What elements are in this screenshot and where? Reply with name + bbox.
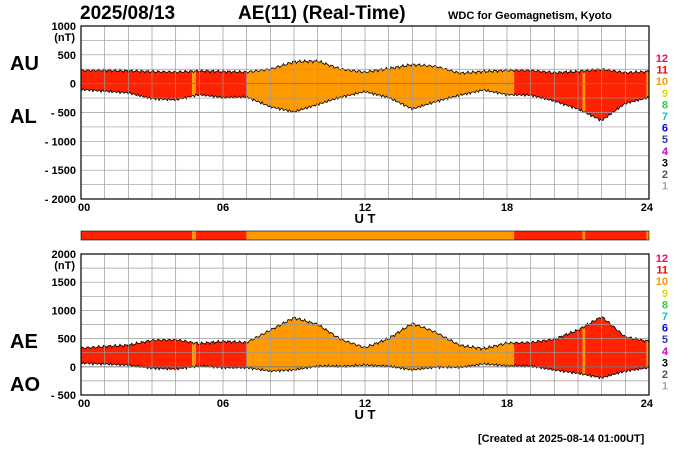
x-tick-label: 18 bbox=[501, 202, 513, 214]
chart-title: AE(11) (Real-Time) bbox=[238, 3, 406, 24]
chart-date: 2025/08/13 bbox=[80, 3, 176, 24]
y-unit-label: (nT) bbox=[54, 260, 75, 272]
quality-legend-item: 6 bbox=[662, 123, 668, 135]
quality-legend-item: 7 bbox=[662, 311, 668, 323]
area-segment-3 bbox=[246, 59, 515, 113]
quality-legend-item: 9 bbox=[662, 88, 668, 100]
x-axis-label: U T bbox=[355, 211, 376, 226]
quality-bar-segment bbox=[195, 231, 247, 240]
quality-legend-item: 10 bbox=[656, 276, 668, 288]
area-segment-0 bbox=[81, 69, 193, 101]
x-tick-label: 18 bbox=[501, 398, 513, 410]
quality-legend-item: 4 bbox=[662, 146, 669, 158]
quality-legend-item: 5 bbox=[662, 134, 668, 146]
quality-bar-segment bbox=[582, 231, 586, 240]
quality-legend-item: 7 bbox=[662, 111, 668, 123]
quality-legend-item: 11 bbox=[656, 65, 668, 77]
quality-legend-item: 1 bbox=[662, 181, 668, 193]
quality-legend-item: 1 bbox=[662, 381, 668, 393]
y-tick-label: 0 bbox=[70, 79, 76, 91]
chart-source: WDC for Geomagnetism, Kyoto bbox=[448, 10, 612, 22]
quality-bar-segment bbox=[585, 231, 647, 240]
quality-legend-item: 10 bbox=[656, 76, 668, 88]
plot-frame bbox=[80, 25, 650, 200]
area-segment-5 bbox=[582, 70, 586, 113]
quality-legend-item: 11 bbox=[656, 265, 668, 277]
y-tick-label: 0 bbox=[70, 362, 76, 374]
y-tick-label: - 500 bbox=[51, 390, 76, 402]
x-tick-label: 00 bbox=[78, 398, 90, 410]
area-segment-4 bbox=[514, 69, 583, 113]
series-label-ao: AO bbox=[10, 374, 40, 396]
y-tick-label: - 1000 bbox=[45, 136, 76, 148]
y-tick-label: 1000 bbox=[52, 21, 76, 33]
y-tick-label: 1000 bbox=[52, 305, 76, 317]
quality-legend-item: 4 bbox=[662, 346, 669, 358]
series-label-al: AL bbox=[10, 106, 37, 128]
area-segment-1 bbox=[192, 342, 196, 368]
quality-legend-item: 9 bbox=[662, 288, 668, 300]
x-tick-label: 12 bbox=[359, 398, 371, 410]
series-label-au: AU bbox=[10, 53, 39, 75]
area-segment-3 bbox=[246, 317, 515, 372]
x-tick-label: 12 bbox=[359, 202, 371, 214]
quality-legend-item: 3 bbox=[662, 357, 668, 369]
area-segment-5 bbox=[582, 326, 586, 375]
quality-legend-item: 8 bbox=[662, 299, 668, 311]
quality-legend-item: 2 bbox=[662, 369, 668, 381]
quality-bar-segment bbox=[646, 231, 649, 240]
quality-legend-item: 6 bbox=[662, 323, 668, 335]
area-segment-6 bbox=[585, 316, 647, 379]
x-tick-label: 00 bbox=[78, 202, 90, 214]
y-tick-label: - 1500 bbox=[45, 165, 76, 177]
quality-legend-item: 2 bbox=[662, 169, 668, 181]
quality-bar-frame bbox=[80, 230, 650, 241]
y-tick-label: 500 bbox=[58, 50, 76, 62]
quality-bar-segment bbox=[192, 231, 196, 240]
area-segment-0 bbox=[81, 338, 193, 370]
quality-legend-item: 8 bbox=[662, 99, 668, 111]
quality-bar-segment bbox=[514, 231, 583, 240]
quality-bar-segment bbox=[81, 231, 193, 240]
plot-frame bbox=[80, 253, 650, 396]
quality-legend-item: 12 bbox=[656, 53, 668, 65]
area-segment-2 bbox=[195, 339, 247, 369]
y-tick-label: - 500 bbox=[51, 108, 76, 120]
quality-legend-item: 12 bbox=[656, 253, 668, 265]
quality-legend-item: 3 bbox=[662, 157, 668, 169]
x-tick-label: 06 bbox=[217, 202, 229, 214]
x-axis-label: U T bbox=[355, 407, 376, 422]
y-unit-label: (nT) bbox=[54, 32, 75, 44]
quality-bar-segment bbox=[246, 231, 515, 240]
y-tick-label: - 2000 bbox=[45, 194, 76, 206]
quality-legend-item: 5 bbox=[662, 334, 668, 346]
y-tick-label: 1500 bbox=[52, 277, 76, 289]
x-tick-label: 06 bbox=[217, 398, 229, 410]
series-label-ae: AE bbox=[10, 331, 38, 353]
y-tick-label: 500 bbox=[58, 334, 76, 346]
area-segment-6 bbox=[585, 68, 647, 121]
chart-created-stamp: [Created at 2025-08-14 01:00UT] bbox=[478, 433, 645, 445]
x-tick-label: 24 bbox=[641, 398, 654, 410]
y-tick-label: 2000 bbox=[52, 249, 76, 261]
x-tick-label: 24 bbox=[641, 202, 654, 214]
